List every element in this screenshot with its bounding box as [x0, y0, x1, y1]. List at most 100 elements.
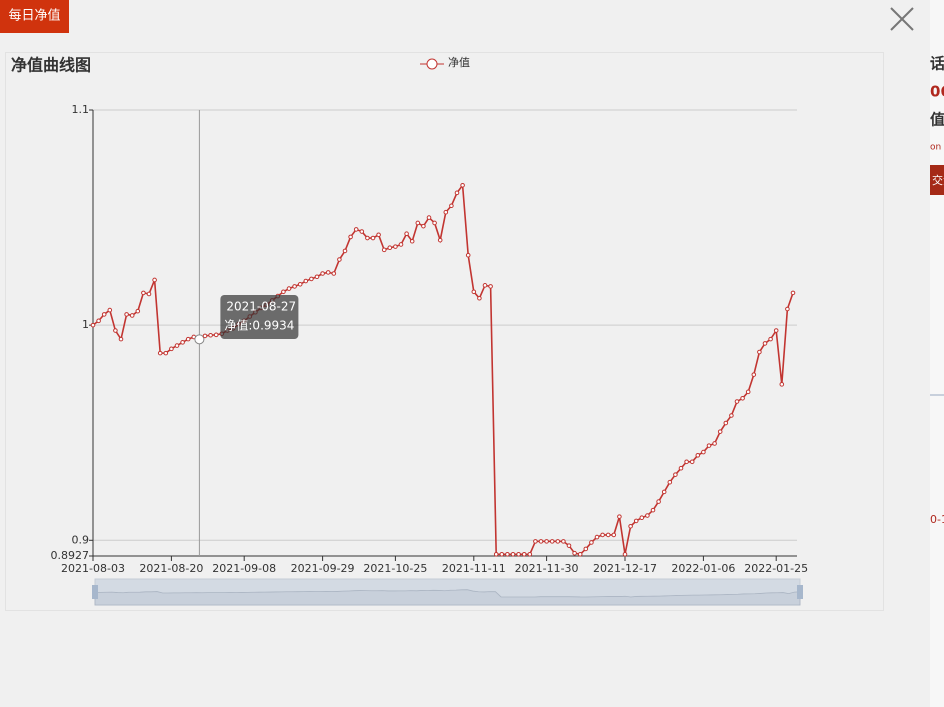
- data-point: [409, 238, 415, 244]
- data-point: [717, 429, 723, 434]
- data-point: [443, 209, 449, 215]
- data-point: [628, 524, 633, 529]
- data-point: [163, 350, 169, 356]
- side-button: [930, 165, 944, 195]
- data-point: [449, 203, 454, 209]
- data-point: [785, 306, 790, 312]
- data-point: [633, 518, 639, 524]
- data-point: [331, 271, 337, 276]
- data-point: [174, 343, 180, 348]
- data-point: [348, 234, 353, 240]
- data-point: [152, 277, 157, 283]
- x-tick-label: 2021-09-29: [291, 562, 355, 575]
- data-point: [684, 459, 689, 465]
- legend-marker: [426, 58, 438, 70]
- data-point: [381, 247, 387, 253]
- data-point: [757, 349, 762, 355]
- data-point: [572, 550, 577, 556]
- data-point: [180, 340, 185, 345]
- data-point: [370, 235, 376, 241]
- data-point: [661, 489, 667, 495]
- tab[interactable]: [0, 0, 69, 33]
- data-point: [113, 328, 118, 333]
- data-point: [566, 543, 572, 548]
- data-point: [622, 551, 628, 557]
- zoom-handle[interactable]: [797, 585, 803, 599]
- data-point: [314, 274, 320, 280]
- data-point: [706, 443, 712, 448]
- data-point: [656, 499, 661, 504]
- data-point: [107, 307, 113, 313]
- data-point: [779, 382, 785, 387]
- data-point: [589, 540, 594, 545]
- data-point: [555, 539, 561, 544]
- data-point: [678, 465, 684, 471]
- data-point: [645, 513, 650, 518]
- data-point: [544, 539, 549, 544]
- data-point: [499, 551, 505, 557]
- x-tick-label: 2021-12-17: [593, 562, 657, 575]
- data-point: [505, 551, 510, 557]
- data-point: [426, 215, 432, 220]
- data-point: [538, 539, 544, 544]
- x-tick-label: 2021-09-08: [212, 562, 276, 575]
- data-point: [376, 232, 381, 238]
- data-point: [611, 532, 617, 538]
- data-point: [208, 332, 213, 338]
- data-point: [365, 235, 370, 241]
- data-point: [141, 290, 146, 296]
- data-point: [185, 336, 191, 342]
- data-point: [673, 472, 678, 477]
- data-point: [398, 242, 404, 247]
- data-point: [353, 227, 359, 232]
- y-tick-label: 0.8927: [51, 549, 90, 562]
- data-point: [762, 341, 768, 346]
- data-point: [773, 328, 779, 333]
- side-fragment: 06: [930, 83, 944, 101]
- data-point: [421, 223, 426, 229]
- data-point: [325, 270, 331, 275]
- side-fragment: 值: [930, 111, 944, 129]
- chart-panel: [5, 52, 884, 611]
- tab-label[interactable]: 每日净值: [8, 8, 60, 24]
- data-point: [768, 336, 773, 342]
- data-point: [415, 220, 421, 226]
- data-point: [493, 551, 499, 557]
- data-point: [639, 515, 645, 521]
- data-point: [667, 479, 673, 485]
- zoom-handle[interactable]: [92, 585, 98, 599]
- data-point: [157, 350, 163, 356]
- data-point: [521, 551, 527, 557]
- data-point: [124, 312, 129, 317]
- data-point: [477, 295, 482, 301]
- tooltip-box: [220, 295, 299, 339]
- data-point: [745, 389, 751, 395]
- data-point: [393, 244, 398, 249]
- data-point: [213, 332, 219, 338]
- data-point: [309, 276, 314, 282]
- x-tick-label: 2021-11-30: [515, 562, 579, 575]
- tooltip-category: 2021-08-27: [226, 300, 296, 314]
- data-point: [605, 532, 611, 538]
- x-tick-label: 2022-01-06: [671, 562, 735, 575]
- data-point: [617, 514, 622, 519]
- data-point: [320, 271, 325, 276]
- data-point: [549, 539, 555, 544]
- data-point: [404, 231, 409, 237]
- chart-title: 净值曲线图: [11, 56, 91, 75]
- tooltip-value: 净值:0.9934: [224, 318, 294, 333]
- data-point: [471, 289, 477, 295]
- data-point: [432, 220, 437, 226]
- data-point: [577, 551, 583, 557]
- x-tick-label: 2021-10-25: [363, 562, 427, 575]
- y-tick-label: 1.1: [72, 103, 90, 116]
- y-tick-label: 1: [82, 318, 89, 331]
- data-point: [527, 551, 533, 557]
- close-button[interactable]: [890, 7, 914, 31]
- data-point: [135, 308, 141, 314]
- data-point: [689, 459, 695, 465]
- legend[interactable]: 净值: [420, 55, 470, 70]
- data-point: [751, 372, 757, 377]
- data-point: [96, 318, 101, 324]
- data-point: [701, 449, 706, 455]
